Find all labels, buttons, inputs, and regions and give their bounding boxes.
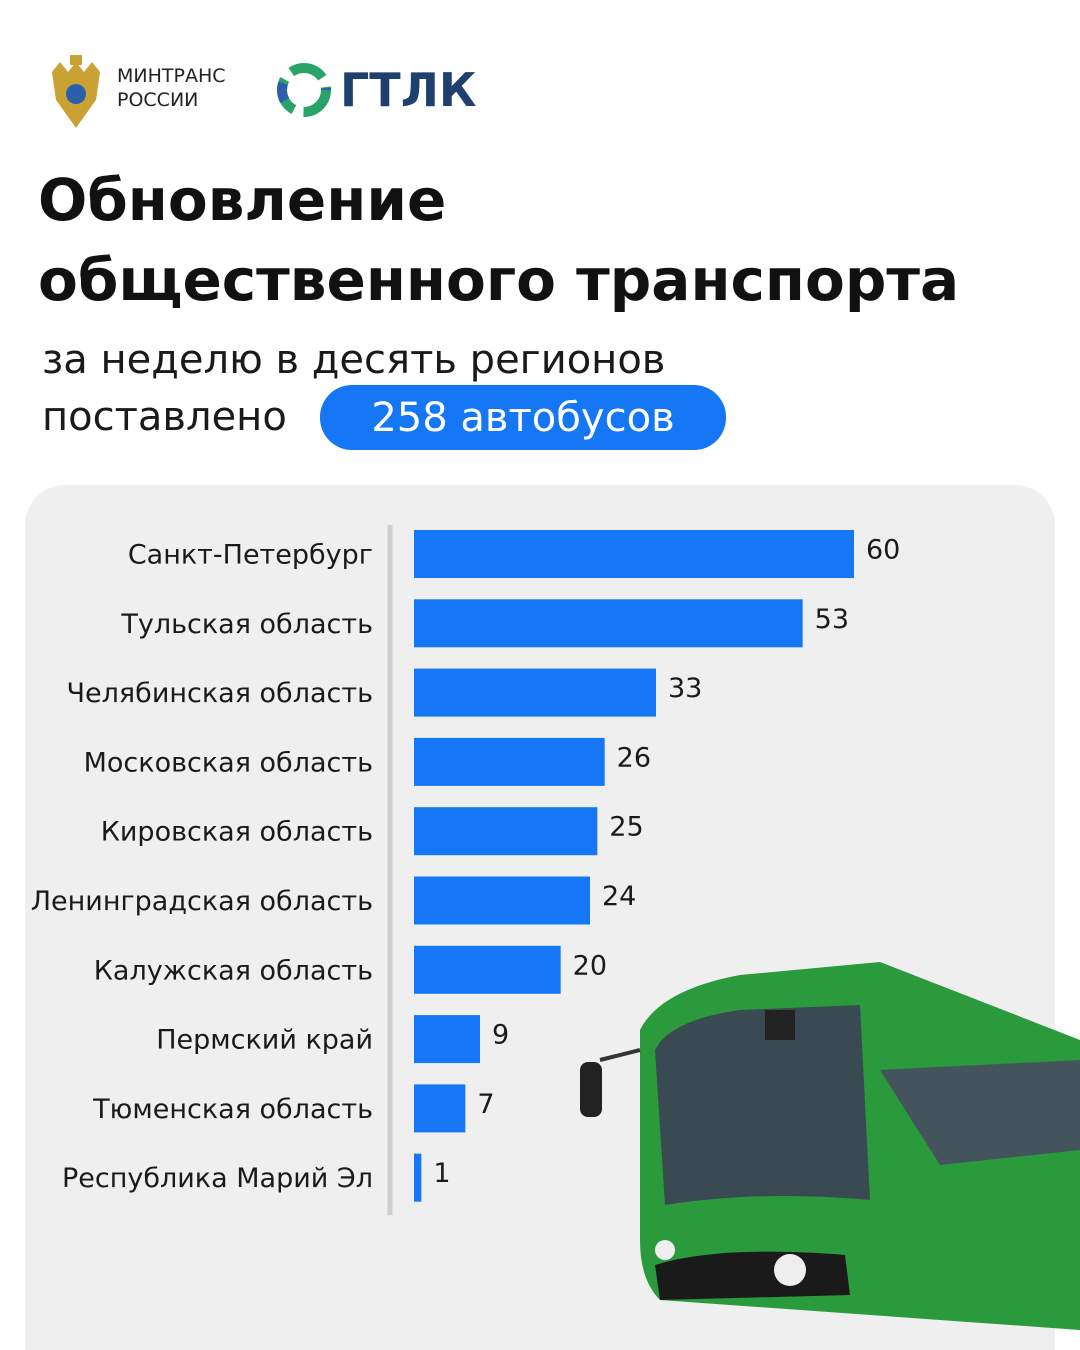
- value-label: 26: [617, 742, 651, 773]
- category-label: Московская область: [84, 747, 373, 778]
- category-label: Тюменская область: [92, 1094, 373, 1125]
- bar: [414, 1015, 480, 1064]
- category-label: Ленинградская область: [31, 886, 373, 917]
- title: общественного транспорта: [38, 246, 959, 314]
- chart: Санкт-Петербург 60 Тульская область 53 Челяб…: [31, 530, 900, 1202]
- bar: [414, 668, 656, 717]
- category-label: Кировская область: [101, 817, 373, 848]
- value-label: 7: [477, 1089, 494, 1120]
- bus: [580, 962, 1080, 1330]
- bar: [414, 530, 854, 578]
- bar: [414, 737, 605, 786]
- bar: [414, 1084, 466, 1133]
- value-label: 60: [866, 535, 900, 566]
- brand: ГТЛК: [340, 63, 477, 117]
- value-label: 1: [433, 1158, 450, 1189]
- highlight: 258 автобусов: [371, 395, 674, 441]
- value-label: 53: [815, 604, 849, 635]
- value-label: 33: [668, 673, 702, 704]
- category-label: Республика Марий Эл: [62, 1163, 373, 1194]
- category-label: Челябинская область: [67, 678, 373, 709]
- category-label: Тульская область: [120, 609, 373, 640]
- value-label: 9: [492, 1020, 509, 1051]
- value-label: 24: [602, 881, 636, 912]
- subtitle: поставлено: [42, 394, 287, 440]
- bar: [414, 599, 803, 648]
- category-label: Санкт-Петербург: [128, 540, 373, 571]
- title: Обновление: [38, 166, 446, 234]
- bar: [414, 945, 561, 994]
- ministry-line: РОССИИ: [117, 89, 198, 111]
- value-label: 20: [573, 950, 607, 981]
- emblem: [52, 55, 100, 128]
- category-label: Калужская область: [94, 955, 373, 986]
- subtitle: за неделю в десять регионов: [42, 337, 665, 383]
- gtlk-logo: [277, 63, 331, 117]
- bar: [414, 807, 598, 856]
- category-label: Пермский край: [156, 1025, 373, 1056]
- bar: [414, 876, 590, 925]
- value-label: 25: [609, 812, 643, 843]
- highlight-pill: [320, 385, 726, 450]
- bar: [414, 1153, 422, 1202]
- ministry-line: МИНТРАНС: [117, 65, 226, 87]
